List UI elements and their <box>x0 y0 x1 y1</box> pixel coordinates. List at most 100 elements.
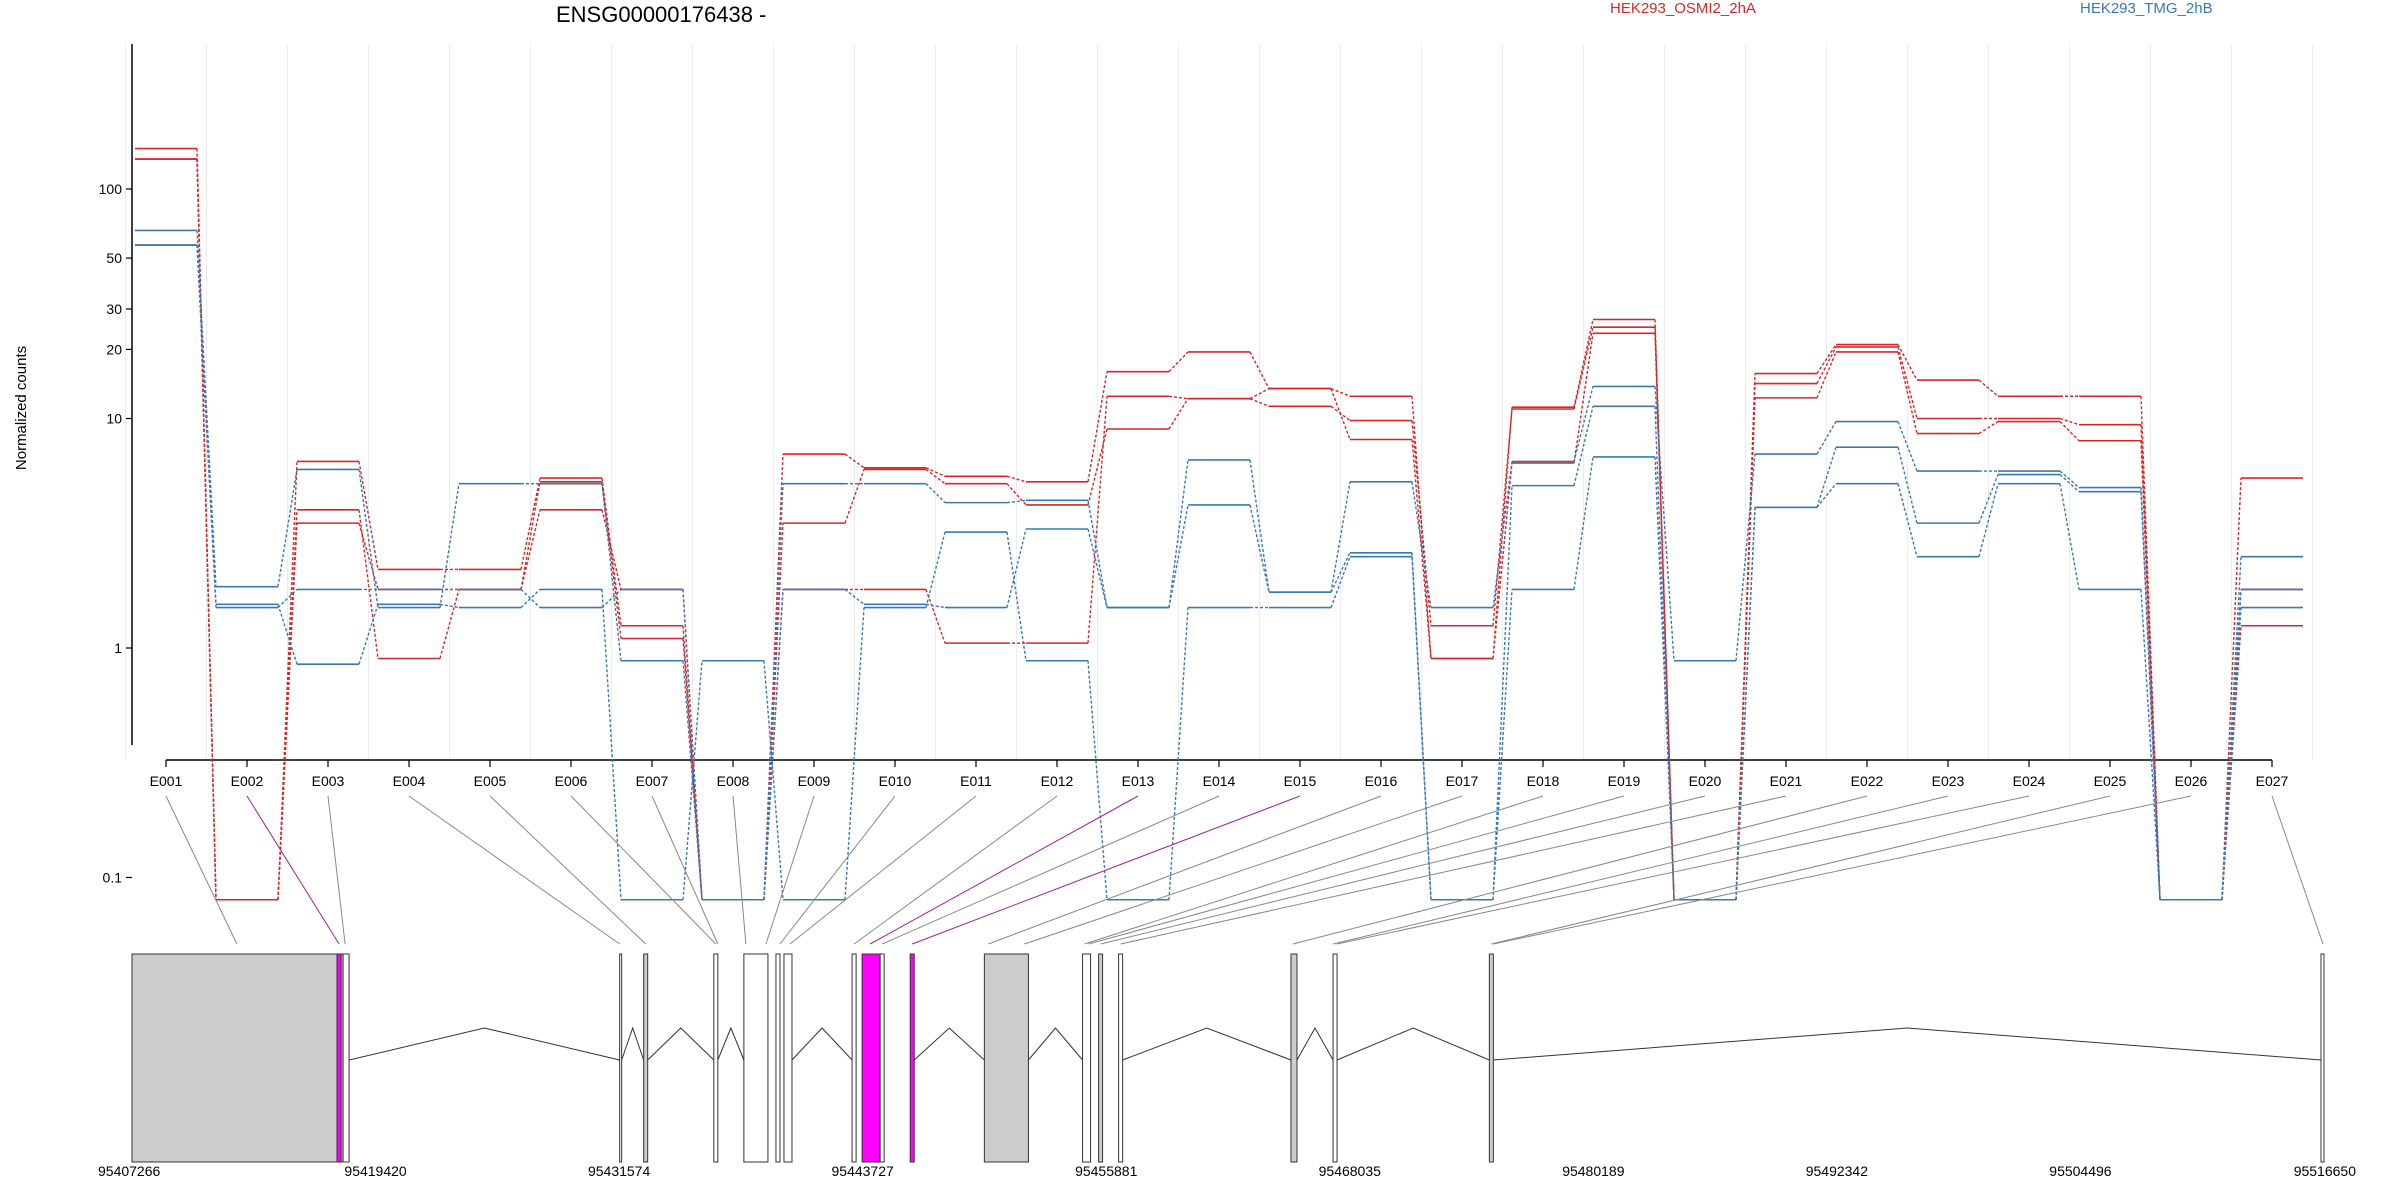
series-connector <box>682 638 703 900</box>
series-connector <box>1816 446 1837 508</box>
exon-connector <box>2271 795 2324 945</box>
series-connector <box>439 483 460 608</box>
exon-block <box>861 953 881 1163</box>
exon-block <box>909 953 915 1163</box>
series-connector <box>1654 456 1675 900</box>
genomic-coordinate: 95407266 <box>98 1163 161 1179</box>
series-connector <box>925 468 946 485</box>
series-line <box>135 244 2303 901</box>
exon-connector <box>1084 795 1544 945</box>
intron-line <box>348 1027 620 1061</box>
x-tick-label: E013 <box>1122 773 1155 789</box>
series-connector <box>1654 333 1675 900</box>
exon-connector <box>988 795 1382 945</box>
y-tick-label: 30 <box>106 301 122 317</box>
series-connector <box>925 483 946 504</box>
series-connector <box>763 454 784 900</box>
exon-block <box>131 953 338 1163</box>
series-connector <box>1816 351 1837 399</box>
series-connector <box>1330 387 1351 397</box>
exon-connector <box>408 795 620 945</box>
series-connector <box>1087 371 1108 482</box>
series-connector <box>925 467 946 477</box>
x-tick-label: E015 <box>1284 773 1317 789</box>
genomic-coordinate: 95431574 <box>588 1163 651 1179</box>
genomic-coordinate: 95468035 <box>1319 1163 1382 1179</box>
series-connector <box>1978 483 1999 557</box>
series-connector <box>1573 327 1594 410</box>
y-tick-label: 100 <box>99 181 123 197</box>
exon-connector <box>1088 795 1625 945</box>
series-connector <box>1735 453 1756 661</box>
series-connector <box>601 588 622 609</box>
series-connector <box>2059 483 2080 590</box>
exon-connector <box>165 795 238 945</box>
exon-block <box>1488 953 1494 1163</box>
series-connector <box>520 588 541 609</box>
x-tick-label: E017 <box>1446 773 1479 789</box>
x-tick-label: E008 <box>717 773 750 789</box>
series-connector <box>1978 474 1999 524</box>
exon-connector <box>779 795 896 945</box>
exon-block <box>1082 953 1092 1163</box>
exon-block <box>2320 953 2325 1163</box>
exon-connector <box>327 795 346 945</box>
exon-connector <box>732 795 747 945</box>
series-connector <box>2221 478 2242 900</box>
intron-line <box>1122 1027 1292 1061</box>
series-connector <box>1006 475 1027 483</box>
series-connector <box>1330 481 1351 593</box>
exon-block <box>879 953 885 1163</box>
series-connector <box>1411 552 1432 900</box>
series-connector <box>1897 344 1918 381</box>
x-tick-label: E023 <box>1932 773 1965 789</box>
series-connector <box>1573 386 1594 462</box>
intron-line <box>791 1027 853 1061</box>
series-connector <box>2059 474 2080 493</box>
x-tick-label: E025 <box>2094 773 2127 789</box>
x-tick-label: E009 <box>798 773 831 789</box>
series-line <box>135 244 2303 901</box>
series-connector <box>763 589 784 900</box>
series-connector <box>358 604 379 665</box>
series-connector <box>2140 589 2161 900</box>
intron-line <box>1493 1027 2322 1061</box>
series-connector <box>196 159 217 900</box>
series-connector <box>2059 417 2080 426</box>
x-tick-label: E014 <box>1203 773 1236 789</box>
exon-connector <box>1336 795 2030 945</box>
x-tick-label: E021 <box>1770 773 1803 789</box>
series-connector <box>844 453 865 469</box>
series-connector <box>1897 447 1918 524</box>
gene-model-track <box>131 953 2325 1163</box>
x-tick-label: E011 <box>960 773 992 789</box>
exon-connector <box>489 795 647 945</box>
series-connector <box>1492 485 1513 900</box>
x-tick-label: E007 <box>636 773 669 789</box>
series-connector <box>844 469 865 524</box>
series-connector <box>1978 379 1999 397</box>
series-connector <box>1249 387 1270 400</box>
series-connector <box>439 603 460 609</box>
exon-block <box>336 953 342 1163</box>
series-lines <box>135 147 2303 901</box>
x-tick-label: E005 <box>474 773 507 789</box>
exon-block <box>783 953 793 1163</box>
x-tick-label: E020 <box>1689 773 1722 789</box>
series-connector <box>1006 499 1027 504</box>
plot-axes: 0.1 1 10 20 30 50 100 E001 E002 E003 E004 E005 E006 E… <box>99 44 2289 886</box>
x-tick-label: E003 <box>312 773 345 789</box>
x-tick-label: E027 <box>2256 773 2289 789</box>
series-connector <box>1006 531 1027 661</box>
series-connector <box>1816 421 1837 455</box>
series-connector <box>1573 456 1594 590</box>
series-connector <box>1816 483 1837 508</box>
series-connector <box>1816 344 1837 374</box>
series-connector <box>1573 406 1594 486</box>
y-tick-label: 10 <box>106 411 122 427</box>
x-tick-label: E006 <box>555 773 588 789</box>
series-connector <box>1492 462 1513 659</box>
series-connector <box>925 589 946 644</box>
series-connector <box>1330 552 1351 593</box>
x-tick-label: E016 <box>1365 773 1398 789</box>
